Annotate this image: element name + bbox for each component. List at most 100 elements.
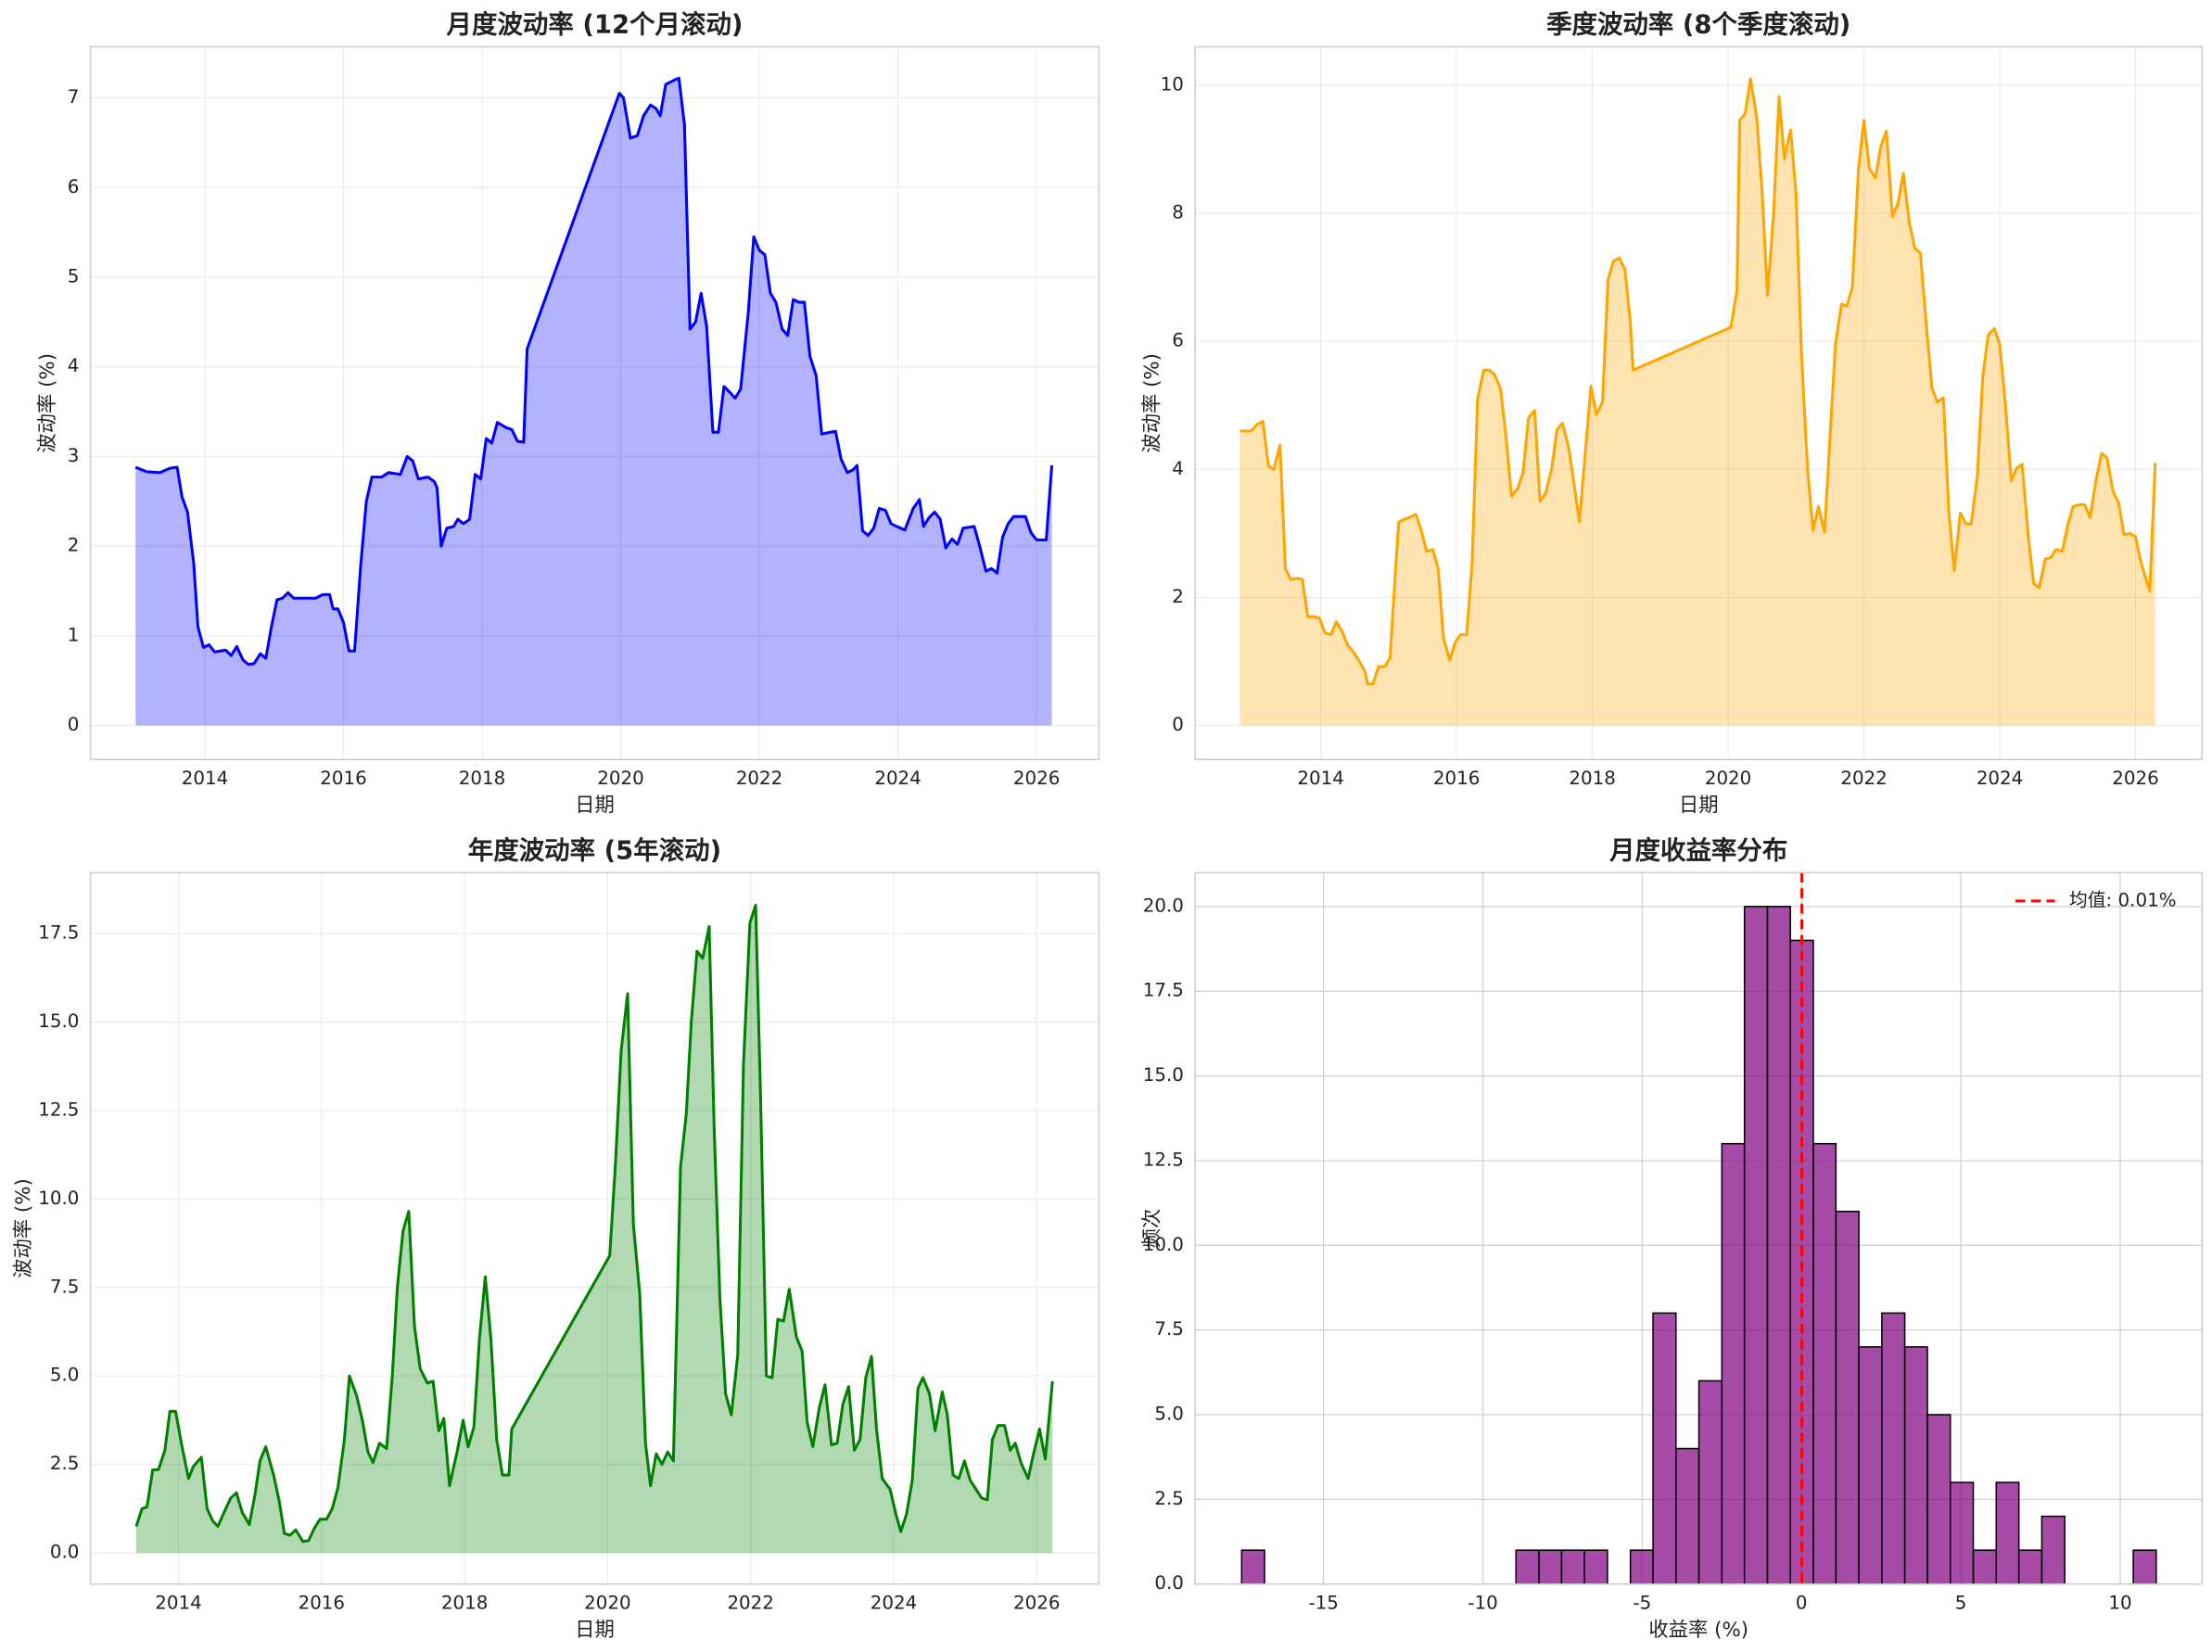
- x-tick-label: 2014: [182, 768, 228, 789]
- line: [134, 76, 1054, 667]
- y-tick-label: 10.0: [1143, 1234, 1184, 1255]
- x-tick-label: 2014: [1297, 768, 1343, 789]
- bar: [1766, 906, 1791, 1585]
- y-tick-label: 17.5: [38, 922, 79, 944]
- x-tick-label: 2026: [1013, 1593, 1060, 1614]
- y-tick-label: 15.0: [1143, 1064, 1184, 1086]
- bar: [1721, 1142, 1746, 1585]
- y-tick-label: 2: [68, 535, 80, 556]
- bar: [1560, 1549, 1585, 1585]
- x-tick-label: -10: [1468, 1593, 1497, 1614]
- y-tick-label: 3: [68, 445, 80, 466]
- y-tick-label: 7.5: [1154, 1318, 1184, 1340]
- y-tick-label: 7.5: [50, 1276, 80, 1297]
- x-tick-label: 0: [1796, 1593, 1808, 1614]
- subplot: 0 1 2 3 4 5 6 7 2014 2016 2018 2020 2022 2024 2026 月度波动…: [36, 10, 1100, 818]
- y-tick-label: 1: [68, 624, 80, 645]
- subplot: 0 2 4 6 8 10 2014 2016 2018 2020 2022 2024 2026 季度波动率…: [1140, 10, 2204, 818]
- bar: [1538, 1549, 1563, 1585]
- bar: [2132, 1549, 2157, 1585]
- y-tick-label: 7: [68, 86, 80, 108]
- bar: [1629, 1549, 1654, 1585]
- y-tick-label: 4: [68, 355, 80, 376]
- bar: [1652, 1312, 1677, 1585]
- bar: [1697, 1379, 1723, 1585]
- x-tick-label: 2018: [1569, 768, 1615, 789]
- x-tick-label: 2020: [597, 768, 643, 789]
- y-tick-label: 6: [68, 176, 80, 197]
- x-axis-label: 日期: [1679, 794, 1719, 818]
- area-fill: [136, 905, 1053, 1554]
- x-tick-label: 2016: [320, 768, 366, 789]
- chart-title: 年度波动率 (5年滚动): [468, 835, 721, 865]
- bar: [1995, 1481, 2020, 1585]
- y-tick-label: 10.0: [38, 1188, 79, 1209]
- x-tick-label: 2018: [459, 768, 505, 789]
- x-tick-label: 2018: [441, 1593, 488, 1614]
- y-tick-label: 5.0: [1154, 1404, 1184, 1425]
- bar: [1950, 1481, 1975, 1585]
- y-tick-label: 2: [1172, 586, 1184, 607]
- y-tick-label: 6: [1172, 330, 1184, 351]
- y-tick-label: 5.0: [50, 1365, 80, 1386]
- bar: [1515, 1549, 1540, 1585]
- bar: [1926, 1414, 1951, 1585]
- x-tick-label: 2020: [584, 1593, 630, 1614]
- y-tick-label: 15.0: [38, 1010, 79, 1032]
- bar: [1881, 1312, 1906, 1585]
- y-tick-label: 17.5: [1143, 980, 1184, 1001]
- bar: [1903, 1346, 1928, 1585]
- y-tick-label: 10: [1161, 73, 1184, 95]
- x-tick-label: 2026: [2112, 768, 2158, 789]
- y-tick-label: 8: [1172, 202, 1184, 223]
- chart-title: 月度波动率 (12个月滚动): [446, 10, 744, 40]
- x-axis-label: 日期: [575, 1619, 615, 1642]
- bar: [1835, 1210, 1860, 1585]
- y-axis-label: 频次: [1140, 1209, 1163, 1249]
- x-tick-label: 2016: [299, 1593, 345, 1614]
- bar: [2040, 1515, 2066, 1585]
- y-axis-label: 波动率 (%): [12, 1178, 35, 1278]
- y-tick-label: 2.5: [50, 1453, 80, 1474]
- x-tick-label: 2024: [871, 1593, 917, 1614]
- y-axis-label: 波动率 (%): [36, 353, 59, 453]
- bar: [1675, 1447, 1700, 1585]
- x-tick-label: -5: [1633, 1593, 1651, 1614]
- bar: [1583, 1549, 1608, 1585]
- x-tick-label: 2024: [874, 768, 921, 789]
- x-tick-label: 2022: [1840, 768, 1887, 789]
- x-axis-label: 日期: [575, 794, 615, 818]
- bar: [1812, 1142, 1837, 1585]
- bar: [1858, 1346, 1883, 1585]
- area-fill: [135, 78, 1052, 726]
- bar: [1240, 1549, 1265, 1585]
- axes-frame: [89, 871, 1100, 1585]
- y-tick-label: 5: [68, 265, 80, 286]
- line: [134, 903, 1054, 1544]
- x-tick-label: 5: [1955, 1593, 1967, 1614]
- x-tick-label: 2022: [736, 768, 782, 789]
- axes-frame: [1194, 871, 2204, 1585]
- x-tick-label: 2024: [1977, 768, 2023, 789]
- subplot: 0.0 2.5 5.0 7.5 10.0 12.5 15.0 17.5 20.0 -15 -10 -5…: [1140, 835, 2204, 1642]
- axes-frame: [1194, 45, 2204, 761]
- chart-title: 月度收益率分布: [1608, 835, 1787, 865]
- y-tick-label: 0: [1172, 714, 1184, 735]
- x-tick-label: 10: [2108, 1593, 2131, 1614]
- x-tick-label: 2016: [1433, 768, 1480, 789]
- x-axis-label: 收益率 (%): [1648, 1619, 1748, 1642]
- x-tick-label: 2022: [727, 1593, 773, 1614]
- x-tick-label: 2026: [1013, 768, 1060, 789]
- y-tick-label: 12.5: [1143, 1149, 1184, 1170]
- legend-label: 均值: 0.01%: [2069, 889, 2177, 910]
- y-tick-label: 12.5: [38, 1099, 79, 1120]
- area-fill: [1239, 78, 2155, 726]
- x-tick-label: -15: [1308, 1593, 1338, 1614]
- y-tick-label: 4: [1172, 458, 1184, 479]
- bar: [1743, 906, 1769, 1585]
- line: [1239, 77, 2157, 686]
- y-tick-label: 0.0: [50, 1542, 80, 1563]
- y-tick-label: 20.0: [1143, 895, 1184, 916]
